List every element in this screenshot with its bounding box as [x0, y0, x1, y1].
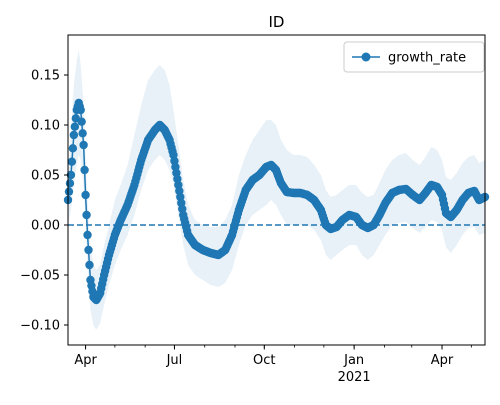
- y-tick-label: 0.15: [31, 69, 60, 84]
- data-point: [67, 157, 77, 166]
- legend-box: [343, 41, 485, 73]
- x-tick-label: Oct: [253, 353, 275, 368]
- data-point: [65, 179, 75, 188]
- data-point: [77, 117, 86, 126]
- data-point: [85, 260, 94, 270]
- data-point: [64, 187, 74, 196]
- ticks-layer: −0.10 −0.05 0.00 0.05 0.10 0.15 Apr Jul Oct Jan 20…: [20, 69, 472, 385]
- y-tick-label: 0.00: [31, 219, 60, 234]
- chart-title: ID: [269, 13, 285, 31]
- legend-marker-swatch: [361, 52, 371, 62]
- x-tick-sublabel: 2021: [338, 370, 371, 385]
- y-tick-label: 0.05: [31, 169, 60, 184]
- data-point: [78, 129, 87, 138]
- data-point: [82, 210, 91, 220]
- legend-label: growth_rate: [388, 51, 466, 66]
- series-layer: [63, 98, 490, 305]
- confidence-band-layer: [68, 50, 485, 330]
- confidence-band-growth_rate: [68, 50, 485, 330]
- data-point: [79, 140, 88, 150]
- data-point: [81, 190, 90, 200]
- axes-layer: [67, 34, 486, 346]
- data-point: [70, 122, 80, 131]
- data-point: [66, 170, 76, 180]
- data-point: [69, 130, 79, 140]
- data-point: [76, 105, 85, 115]
- data-point: [68, 144, 78, 153]
- data-point: [84, 245, 93, 255]
- y-tick-label: −0.05: [20, 269, 60, 284]
- x-tick-label: Jan: [343, 353, 364, 368]
- x-tick-label: Jul: [166, 353, 183, 368]
- x-tick-label: Apr: [74, 353, 97, 368]
- plot-frame: [67, 34, 486, 346]
- legend: growth_rate: [343, 41, 485, 73]
- data-point: [80, 165, 89, 175]
- x-tick-label: Apr: [431, 353, 454, 368]
- y-tick-label: 0.10: [31, 119, 60, 134]
- data-point: [83, 230, 92, 240]
- y-tick-label: −0.10: [20, 319, 60, 334]
